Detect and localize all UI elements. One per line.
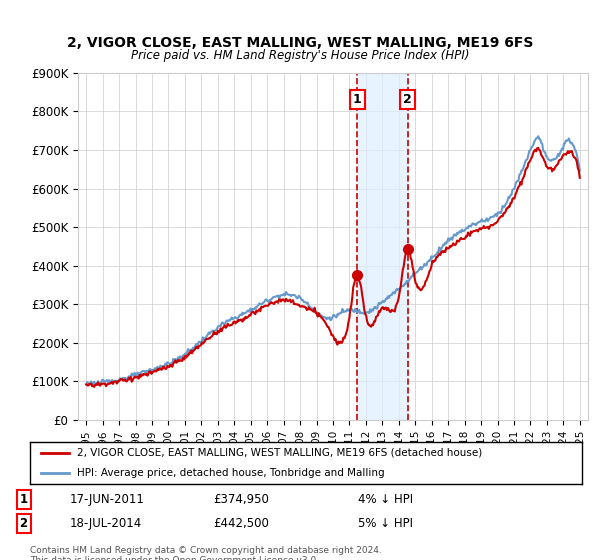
Text: Price paid vs. HM Land Registry's House Price Index (HPI): Price paid vs. HM Land Registry's House … xyxy=(131,49,469,62)
Text: 2, VIGOR CLOSE, EAST MALLING, WEST MALLING, ME19 6FS: 2, VIGOR CLOSE, EAST MALLING, WEST MALLI… xyxy=(67,36,533,50)
Text: 2, VIGOR CLOSE, EAST MALLING, WEST MALLING, ME19 6FS (detached house): 2, VIGOR CLOSE, EAST MALLING, WEST MALLI… xyxy=(77,448,482,458)
Text: Contains HM Land Registry data © Crown copyright and database right 2024.
This d: Contains HM Land Registry data © Crown c… xyxy=(30,546,382,560)
Text: £442,500: £442,500 xyxy=(214,517,269,530)
Text: HPI: Average price, detached house, Tonbridge and Malling: HPI: Average price, detached house, Tonb… xyxy=(77,468,385,478)
Text: 5% ↓ HPI: 5% ↓ HPI xyxy=(358,517,413,530)
Text: 4% ↓ HPI: 4% ↓ HPI xyxy=(358,493,413,506)
Text: 1: 1 xyxy=(19,493,28,506)
Text: 2: 2 xyxy=(403,94,412,106)
Text: £374,950: £374,950 xyxy=(214,493,269,506)
Text: 1: 1 xyxy=(353,94,361,106)
Text: 17-JUN-2011: 17-JUN-2011 xyxy=(70,493,145,506)
Text: 18-JUL-2014: 18-JUL-2014 xyxy=(70,517,142,530)
Text: 2: 2 xyxy=(19,517,28,530)
